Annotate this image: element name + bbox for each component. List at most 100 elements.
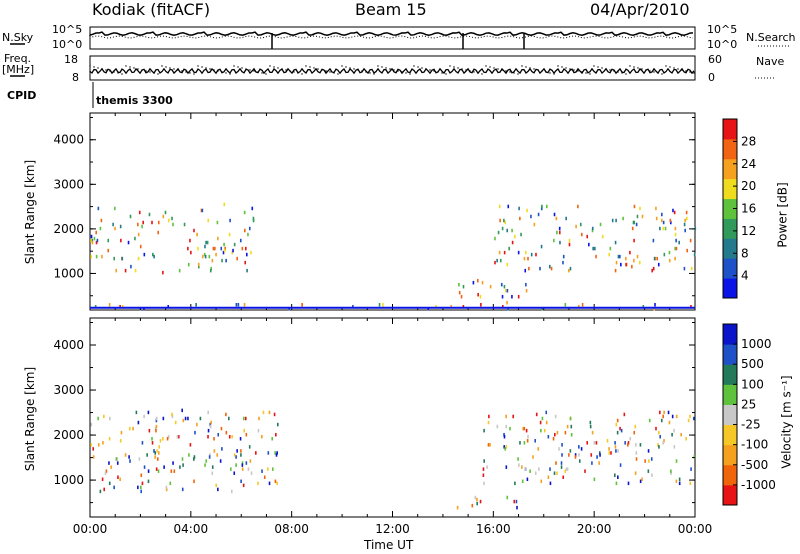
velocity-cell bbox=[670, 471, 672, 475]
power-cell bbox=[683, 222, 686, 227]
velocity-colorbar-tick-label: -1000 bbox=[741, 478, 776, 492]
velocity-cell bbox=[276, 451, 278, 455]
power-cell bbox=[659, 226, 661, 231]
power-cell bbox=[97, 206, 100, 211]
power-cell bbox=[223, 248, 226, 253]
nave-dot bbox=[277, 67, 279, 69]
power-cell bbox=[501, 304, 504, 309]
power-cell bbox=[204, 254, 207, 259]
power-cell bbox=[477, 292, 479, 297]
velocity-cell bbox=[692, 416, 695, 421]
velocity-cell bbox=[257, 481, 259, 486]
velocity-cell bbox=[110, 465, 112, 469]
velocity-cell bbox=[634, 424, 637, 429]
power-cell bbox=[629, 250, 631, 255]
nave-dot bbox=[333, 72, 335, 74]
power-cell bbox=[142, 220, 145, 225]
power-cell bbox=[462, 304, 465, 309]
velocity-cell bbox=[90, 443, 92, 447]
nave-dot bbox=[105, 69, 107, 71]
power-cell bbox=[694, 226, 697, 231]
nave-dot bbox=[325, 70, 327, 72]
power-cell bbox=[684, 218, 686, 223]
power-cell bbox=[592, 246, 594, 251]
freq-line bbox=[89, 67, 695, 75]
power-cell bbox=[252, 218, 255, 223]
velocity-cell bbox=[662, 414, 664, 419]
noise-search-line bbox=[89, 35, 694, 39]
nave-dot bbox=[549, 72, 551, 74]
power-cell bbox=[633, 258, 635, 263]
power-cell bbox=[553, 212, 556, 217]
velocity-cell bbox=[547, 475, 550, 480]
power-cell bbox=[581, 302, 584, 307]
nave-dot bbox=[121, 73, 123, 75]
velocity-cell bbox=[610, 451, 612, 455]
power-cell bbox=[462, 284, 465, 289]
velocity-cell bbox=[267, 451, 270, 455]
nave-dot bbox=[577, 70, 579, 72]
nave-dot bbox=[661, 73, 663, 75]
velocity-cell bbox=[476, 497, 478, 502]
power-cell bbox=[382, 302, 384, 307]
nave-dot bbox=[249, 69, 251, 71]
velocity-cell bbox=[503, 434, 506, 439]
velocity-cell bbox=[275, 453, 278, 457]
velocity-cell bbox=[482, 467, 485, 471]
velocity-cell bbox=[554, 414, 557, 419]
power-cell bbox=[480, 302, 482, 307]
velocity-cell bbox=[231, 434, 233, 439]
velocity-cell bbox=[675, 459, 678, 463]
velocity-cell bbox=[456, 505, 459, 510]
velocity-cell bbox=[616, 430, 619, 435]
nave-dot bbox=[261, 72, 263, 74]
power-cell bbox=[661, 218, 663, 223]
power-ytick-label: 3000 bbox=[53, 177, 84, 191]
nave-dot bbox=[497, 68, 499, 70]
nave-dot bbox=[125, 65, 127, 67]
power-cell bbox=[162, 270, 164, 275]
power-cell bbox=[673, 210, 676, 215]
velocity-cell bbox=[156, 449, 158, 453]
power-cell bbox=[541, 204, 543, 209]
velocity-cell bbox=[143, 414, 145, 419]
power-cell bbox=[517, 250, 520, 255]
power-cell bbox=[608, 252, 611, 257]
nave-dot bbox=[209, 68, 211, 70]
velocity-cell bbox=[657, 443, 659, 447]
velocity-cell bbox=[151, 441, 154, 445]
velocity-cell bbox=[230, 489, 233, 494]
nave-dot bbox=[581, 71, 583, 73]
velocity-cell bbox=[221, 447, 223, 451]
power-cell bbox=[655, 206, 657, 211]
velocity-cell bbox=[276, 481, 278, 486]
velocity-cell bbox=[549, 467, 551, 471]
velocity-cell bbox=[615, 481, 618, 486]
power-cell bbox=[511, 294, 513, 299]
velocity-cell bbox=[116, 461, 119, 465]
power-cell bbox=[108, 302, 111, 307]
power-cell bbox=[244, 228, 246, 233]
velocity-cell bbox=[521, 479, 524, 484]
velocity-ytick-label: 4000 bbox=[53, 338, 84, 352]
nave-dot bbox=[141, 69, 143, 71]
velocity-cell bbox=[101, 477, 104, 482]
power-cell bbox=[664, 226, 667, 231]
power-cell bbox=[525, 250, 527, 255]
nave-dot bbox=[161, 65, 163, 67]
power-cell bbox=[193, 228, 195, 233]
velocity-cell bbox=[586, 441, 589, 445]
velocity-cell bbox=[108, 461, 110, 465]
velocity-cell bbox=[517, 457, 519, 461]
power-cell bbox=[244, 260, 246, 265]
velocity-cell bbox=[240, 449, 242, 453]
velocity-cell bbox=[624, 441, 626, 445]
velocity-cell bbox=[137, 420, 140, 425]
velocity-cell bbox=[608, 447, 610, 451]
power-cell bbox=[523, 256, 526, 261]
velocity-cell bbox=[690, 467, 692, 471]
power-cell bbox=[690, 304, 692, 309]
power-colorbar-segment bbox=[723, 278, 737, 299]
power-cell bbox=[636, 214, 639, 219]
power-cell bbox=[472, 280, 475, 285]
